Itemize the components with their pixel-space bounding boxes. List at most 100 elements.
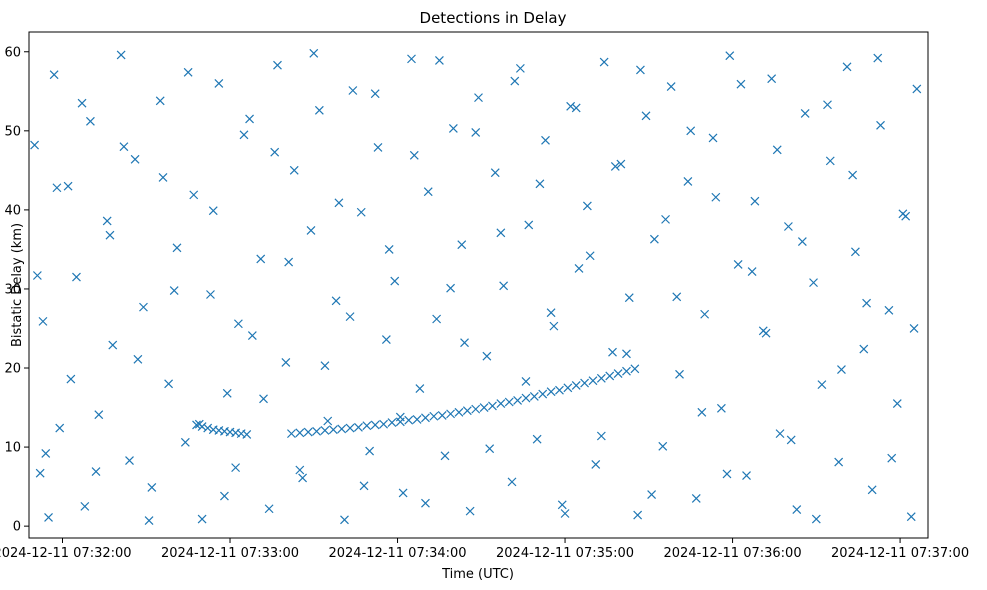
data-point	[485, 444, 495, 454]
data-point	[345, 312, 355, 322]
data-point	[546, 387, 556, 397]
data-point	[63, 181, 73, 191]
data-point	[72, 272, 81, 282]
data-point	[786, 435, 796, 445]
data-point	[708, 133, 718, 143]
data-point	[532, 434, 542, 444]
data-point	[811, 514, 821, 524]
data-point	[574, 263, 584, 273]
data-point	[867, 485, 877, 495]
data-point	[742, 471, 751, 480]
data-point	[457, 240, 467, 250]
data-point	[328, 425, 338, 435]
data-point	[823, 100, 832, 110]
data-point	[529, 392, 539, 401]
data-point	[515, 63, 525, 73]
data-point	[102, 216, 112, 226]
data-point	[892, 399, 902, 409]
data-point	[139, 302, 148, 312]
data-point	[125, 456, 134, 465]
data-point	[429, 411, 439, 421]
data-point	[599, 57, 609, 67]
data-point	[273, 60, 282, 70]
data-point	[906, 512, 916, 522]
y-tick-label: 30	[4, 282, 21, 297]
data-point	[412, 414, 422, 424]
data-point	[55, 423, 65, 433]
data-point	[535, 179, 545, 189]
data-point	[465, 506, 475, 516]
data-point	[130, 154, 140, 164]
x-axis-label: Time (UTC)	[441, 567, 514, 582]
data-point	[557, 500, 567, 510]
data-point	[320, 361, 330, 371]
data-point	[775, 429, 785, 439]
data-point	[345, 423, 355, 433]
data-point	[596, 431, 606, 441]
x-tick-label: 2024-12-11 07:33:00	[161, 546, 299, 561]
data-point	[711, 192, 721, 202]
data-point	[77, 98, 87, 108]
x-tick-label: 2024-12-11 07:36:00	[664, 546, 802, 561]
data-point	[245, 114, 254, 124]
data-point	[423, 187, 433, 197]
data-point	[747, 267, 757, 276]
data-point	[404, 415, 414, 425]
data-point	[222, 388, 232, 398]
data-point	[91, 467, 101, 477]
data-point	[666, 82, 676, 91]
data-point	[580, 378, 590, 388]
data-point	[370, 89, 380, 99]
data-point	[94, 410, 104, 420]
data-point	[359, 481, 369, 491]
data-point	[761, 328, 771, 338]
data-point	[809, 278, 818, 288]
data-point	[783, 222, 793, 231]
data-point	[384, 244, 394, 254]
data-point	[409, 150, 419, 160]
data-point	[105, 230, 115, 240]
data-point	[479, 403, 489, 412]
data-point	[672, 292, 682, 302]
data-point	[504, 397, 514, 407]
data-point	[437, 411, 447, 420]
data-point	[264, 504, 274, 514]
data-point	[750, 196, 760, 206]
data-point	[52, 183, 62, 193]
data-point	[203, 423, 213, 433]
data-point	[331, 296, 341, 306]
data-point	[189, 190, 199, 200]
data-point	[630, 364, 640, 374]
data-point	[446, 409, 456, 419]
data-point	[281, 358, 291, 367]
data-point	[549, 321, 559, 331]
data-point	[80, 501, 90, 511]
data-point	[448, 124, 458, 133]
data-point	[256, 254, 266, 264]
data-point	[66, 374, 76, 384]
data-point	[312, 426, 321, 436]
data-point	[585, 251, 595, 261]
data-point	[247, 331, 257, 341]
data-point	[471, 404, 481, 414]
data-point	[287, 429, 296, 439]
data-point	[686, 126, 696, 136]
x-tick-label: 2024-12-11 07:35:00	[496, 546, 634, 561]
data-point	[496, 399, 506, 409]
data-point	[356, 207, 366, 217]
data-point	[624, 293, 634, 303]
data-point	[496, 228, 506, 238]
data-point	[49, 70, 59, 80]
y-tick-label: 10	[4, 441, 21, 456]
data-point	[147, 482, 157, 492]
data-point	[460, 338, 469, 348]
data-point	[772, 145, 782, 155]
data-point	[295, 465, 305, 475]
plot-area	[30, 48, 922, 526]
y-tick-label: 50	[4, 124, 21, 139]
data-point	[482, 351, 492, 361]
data-point	[434, 56, 444, 65]
data-point	[169, 286, 179, 295]
data-point	[462, 406, 472, 416]
